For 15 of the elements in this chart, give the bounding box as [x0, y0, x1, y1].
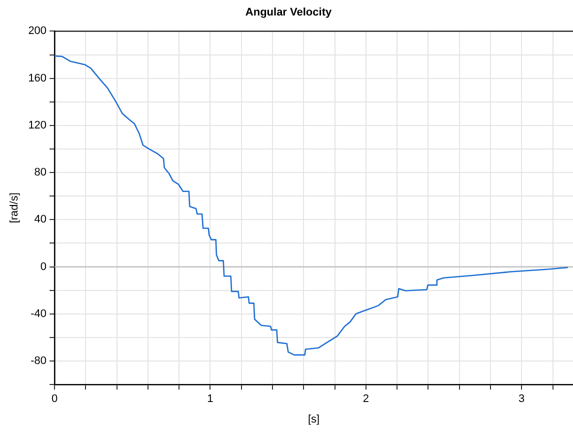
y-tick-label: -40 — [30, 308, 47, 320]
x-tick-label: 2 — [362, 393, 369, 406]
y-tick-label: 0 — [40, 260, 47, 273]
y-tick-label: 40 — [34, 214, 47, 226]
y-axis-title: [rad/s] — [8, 192, 21, 224]
x-tick-label: 3 — [518, 393, 525, 406]
y-tick-label: 160 — [28, 72, 47, 84]
y-tick-label: 120 — [28, 119, 47, 132]
x-tick-label: 0 — [51, 393, 58, 406]
y-tick-label: -80 — [30, 355, 47, 368]
y-tick-label: 200 — [28, 25, 47, 38]
x-tick-label: 1 — [207, 393, 214, 406]
chart-title: Angular Velocity — [245, 6, 332, 19]
y-tick-label: 80 — [34, 166, 47, 179]
x-axis-title: [s] — [308, 413, 320, 426]
